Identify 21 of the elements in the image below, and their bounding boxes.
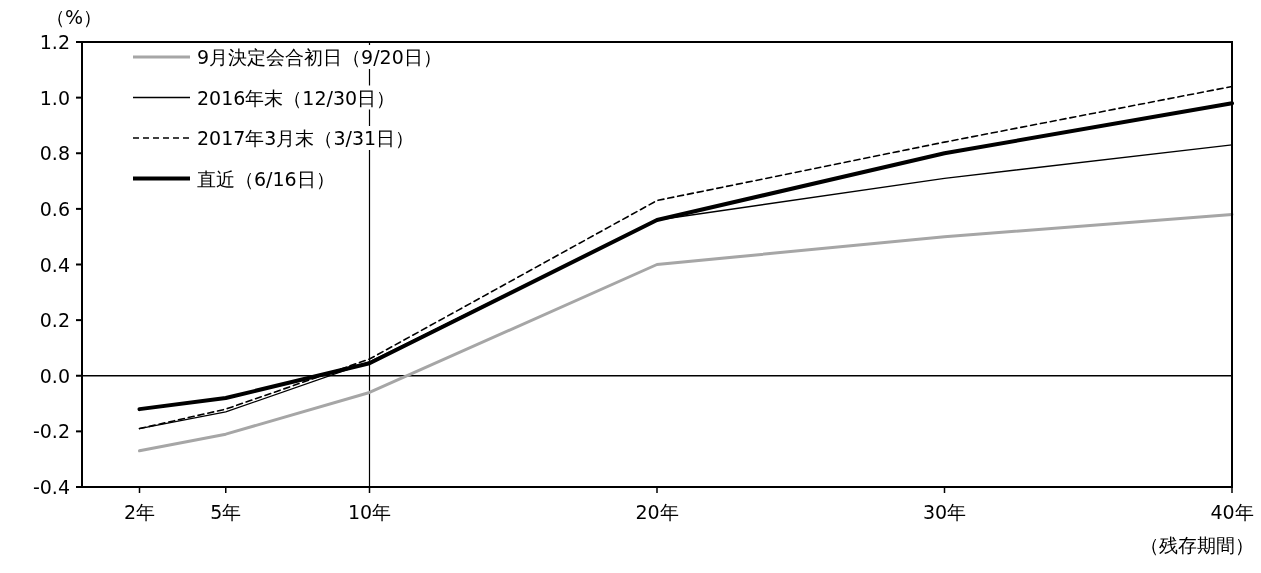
y-tick-label: 1.0	[39, 86, 70, 109]
y-tick-label: 0.6	[39, 197, 70, 220]
x-tick-label: 40年	[1210, 501, 1254, 523]
legend-label: 2017年3月末（3/31日）	[197, 127, 415, 149]
y-tick-label: 0.0	[39, 364, 70, 387]
legend-label: 2016年末（12/30日）	[197, 86, 396, 109]
x-tick-label: 20年	[635, 501, 679, 523]
legend-label: 直近（6/16日）	[197, 167, 335, 190]
y-tick-label: 0.2	[39, 309, 70, 332]
x-tick-label: 10年	[347, 501, 392, 523]
y-axis-title: （%）	[45, 6, 103, 28]
y-tick-label: -0.4	[32, 476, 70, 498]
x-tick-label: 5年	[210, 501, 242, 523]
y-tick-label: 0.4	[39, 253, 70, 276]
x-tick-label: 30年	[922, 501, 967, 523]
y-tick-label: -0.2	[32, 420, 70, 443]
x-axis-title: （残存期間）	[1140, 534, 1254, 556]
y-tick-label: 0.8	[39, 142, 70, 165]
x-tick-label: 2年	[123, 501, 156, 523]
legend-label: 9月決定会合初日（9/20日）	[197, 46, 442, 68]
y-tick-label: 1.2	[39, 31, 70, 53]
